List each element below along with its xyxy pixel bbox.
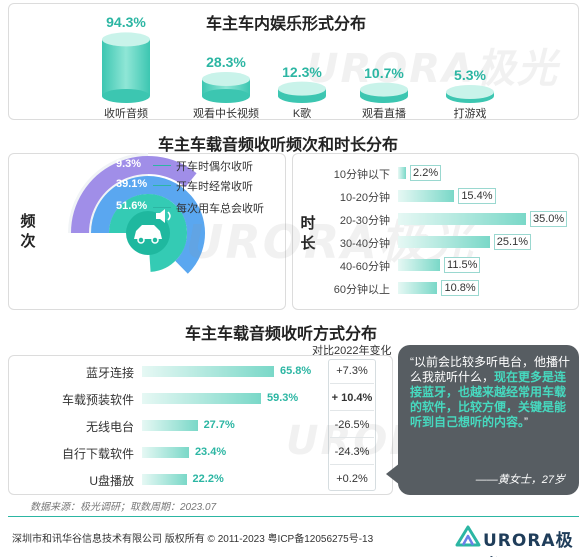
donut-ring-1: [91, 176, 205, 274]
cylinder-label-4: 打游戏: [453, 108, 487, 120]
duration-label-2: 20-30分钟: [339, 215, 390, 227]
duration-label-1: 10-20分钟: [339, 192, 390, 204]
method-value-2: 27.7%: [203, 419, 235, 431]
donut-ring-2: [109, 194, 187, 272]
cylinder-svg: [102, 32, 494, 103]
duration-value-3: 25.1%: [493, 234, 531, 250]
cylinder-value-4: 5.3%: [454, 67, 486, 83]
duration-bar-0: [398, 167, 407, 179]
frequency-label-1: 开车时经常收听: [176, 181, 253, 193]
duration-bar-5: [398, 282, 438, 294]
quote-text-normal: “以前会比较多听电台，他播什么我就听什么，: [410, 355, 570, 384]
duration-label-4: 40-60分钟: [339, 261, 390, 273]
method-label-2: 无线电台: [85, 420, 134, 434]
method-change-3: -24.3%: [334, 446, 370, 458]
frequency-axis-label: 频次: [20, 213, 36, 250]
method-bar-3: [142, 447, 189, 458]
cylinder-label-1: 观看中长视频: [193, 108, 259, 120]
frequency-label-0: 开车时偶尔收听: [176, 161, 253, 173]
cylinder-bar-4: [446, 85, 494, 103]
method-change-separator-1: [330, 410, 374, 411]
entertainment-chart: 94.3% 收听音频 28.3% 观看中长视频 12.3% K歌 10.7% 观看直播 5.3%…: [8, 3, 579, 120]
frequency-value-1: 39.1%: [116, 178, 148, 190]
cylinder-value-2: 12.3%: [282, 63, 322, 80]
cylinder-bar-1: [202, 72, 250, 103]
duration-label-0: 10分钟以下: [333, 169, 390, 181]
method-change-2: -26.5%: [334, 419, 370, 431]
compare-column: [328, 359, 376, 491]
method-bar-2: [142, 420, 198, 431]
donut-ring-0: [71, 156, 197, 234]
frequency-value-0: 9.3%: [116, 158, 142, 170]
method-bar-4: [142, 474, 187, 485]
duration-bar-2: [398, 213, 526, 225]
entertainment-title: 车主车内娱乐形式分布: [206, 16, 367, 33]
cylinder-value-0: 94.3%: [106, 14, 146, 31]
duration-bar-4: [398, 259, 441, 271]
cylinder-label-2: K歌: [292, 108, 312, 120]
method-value-1: 59.3%: [266, 392, 299, 404]
duration-label-3: 30-40分钟: [339, 238, 390, 250]
cylinder-label-3: 观看直播: [362, 108, 406, 120]
quote-author: ——黄女士，27岁: [475, 474, 565, 486]
cylinder-value-3: 10.7%: [364, 64, 404, 81]
listening-method-title: 车主车载音频收听方式分布: [185, 326, 378, 343]
method-change-separator-2: [330, 437, 374, 438]
method-value-3: 23.4%: [194, 446, 227, 458]
user-quote-card: “以前会比较多听电台，他播什么我就听什么，现在更多是连接蓝牙，也越来越经常用车载…: [386, 345, 579, 495]
aurora-logo-icon: [455, 525, 481, 547]
method-change-1: + 10.4%: [331, 392, 373, 404]
frequency-leader-1: [153, 185, 171, 186]
frequency-leader-0: [153, 165, 171, 166]
duration-axis-label: 时长: [300, 215, 316, 252]
method-value-4: 22.2%: [192, 473, 224, 485]
method-change-separator-3: [330, 464, 374, 465]
duration-bar-3: [398, 236, 490, 248]
quote-close-mark: ”: [524, 415, 529, 429]
frequency-duration-title: 车主车载音频收听频次和时长分布: [158, 137, 399, 154]
method-label-1: 车载预装软件: [61, 393, 134, 407]
compare-header: 对比2022年变化: [312, 345, 392, 357]
duration-value-1: 15.4%: [458, 188, 496, 204]
method-label-4: U盘播放: [89, 474, 134, 488]
cylinder-label-0: 收听音频: [104, 108, 148, 120]
method-bar-1: [142, 393, 261, 404]
data-source-note: 数据来源：极光调研；取数周期：2023.07: [30, 502, 217, 513]
frequency-donut-chart: [68, 153, 205, 274]
method-change-4: +0.2%: [336, 473, 368, 485]
method-change-0: +7.3%: [336, 365, 368, 377]
frequency-value-2: 51.6%: [116, 200, 148, 212]
duration-value-5: 10.8%: [441, 280, 479, 296]
duration-value-0: 2.2%: [410, 165, 442, 181]
frequency-label-2: 每次用车总会收听: [176, 203, 264, 215]
footer-copyright: 深圳市和讯华谷信息技术有限公司 版权所有 © 2011-2023 粤ICP备12…: [12, 534, 374, 545]
duration-value-2: 35.0%: [530, 211, 568, 227]
cylinder-value-1: 28.3%: [206, 54, 246, 71]
method-change-separator-0: [330, 383, 374, 384]
method-label-0: 蓝牙连接: [85, 366, 134, 380]
cylinder-bar-0: [102, 32, 150, 103]
quote-tail: [386, 463, 400, 485]
quote-text-highlight: 现在更多是连接蓝牙，也越来越经常用车载的软件，比较方便，关键是能听到自己想听的内…: [410, 370, 567, 429]
footer-logo-text: URORA极光: [483, 531, 574, 557]
frequency-leader-2: [153, 207, 171, 208]
cylinder-bar-3: [360, 82, 408, 103]
car-speaker-icon: [134, 209, 171, 244]
method-bar-0: [142, 366, 274, 377]
duration-label-5: 60分钟以上: [333, 284, 390, 296]
cylinder-bar-2: [278, 81, 326, 103]
duration-bar-1: [398, 190, 455, 202]
duration-value-4: 11.5%: [444, 257, 481, 273]
method-value-0: 65.8%: [280, 365, 312, 377]
footer-divider: [8, 516, 579, 517]
method-label-3: 自行下载软件: [61, 447, 134, 461]
